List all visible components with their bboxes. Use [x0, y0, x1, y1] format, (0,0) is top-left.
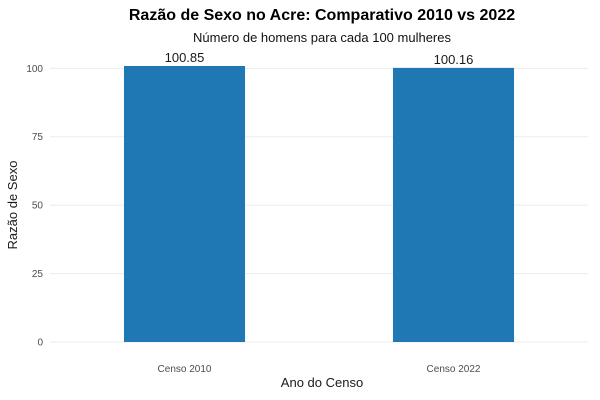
- x-tick-labels: Censo 2010 Censo 2022: [158, 364, 481, 375]
- data-label: 100.85: [165, 50, 205, 65]
- x-tick-label: Censo 2022: [427, 364, 481, 375]
- x-axis-title: Ano do Censo: [281, 375, 363, 390]
- chart-subtitle: Número de homens para cada 100 mulheres: [193, 30, 451, 45]
- chart-title: Razão de Sexo no Acre: Comparativo 2010 …: [129, 7, 515, 24]
- x-tick-label: Censo 2010: [158, 364, 212, 375]
- y-tick-label: 100: [26, 64, 43, 75]
- y-tick-label: 25: [32, 269, 44, 280]
- y-tick-label: 50: [32, 201, 44, 212]
- data-label: 100.16: [434, 52, 474, 67]
- bar-censo-2022: [392, 67, 515, 342]
- bars: [123, 66, 515, 342]
- y-axis-title: Razão de Sexo: [5, 161, 20, 250]
- y-tick-label: 0: [37, 338, 43, 349]
- y-tick-labels: 0 25 50 75 100: [26, 64, 43, 349]
- y-tick-label: 75: [32, 132, 44, 143]
- data-labels: 100.85 100.16: [165, 50, 474, 67]
- bar-censo-2010: [123, 66, 246, 342]
